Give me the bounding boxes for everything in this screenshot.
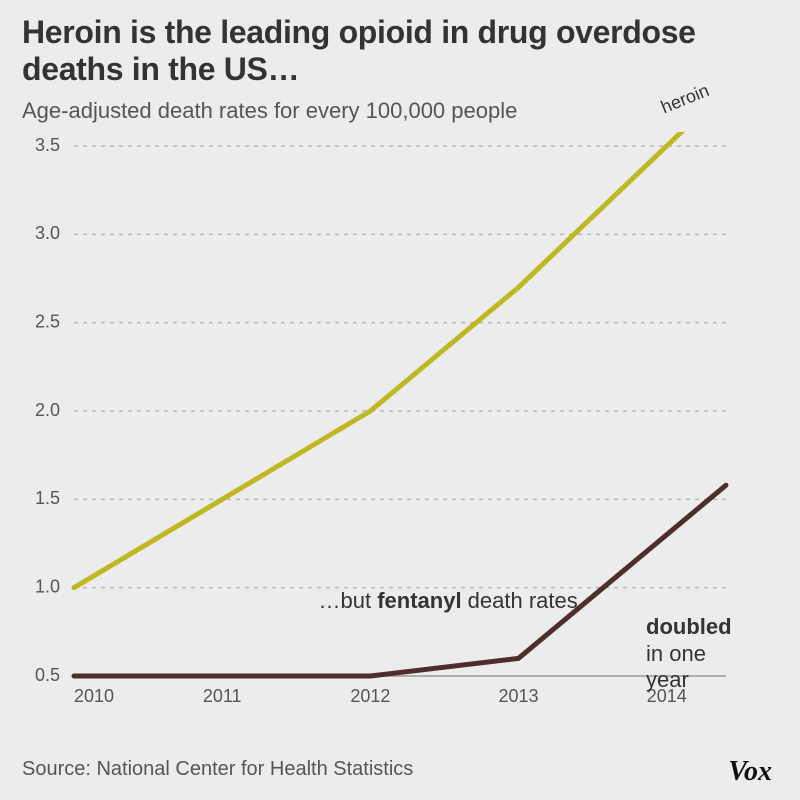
x-tick-label: 2011 — [203, 686, 242, 706]
y-tick-label: 3.5 — [35, 135, 60, 155]
series-heroin — [74, 132, 726, 588]
anno-line-1: …but fentanyl death rates — [319, 588, 732, 614]
y-tick-label: 3.0 — [35, 223, 60, 243]
anno-line-3: in one — [646, 641, 732, 667]
chart-subtitle: Age-adjusted death rates for every 100,0… — [22, 98, 517, 124]
y-tick-label: 1.0 — [35, 576, 60, 596]
y-tick-label: 0.5 — [35, 665, 60, 685]
anno-line-2: doubled — [646, 614, 732, 640]
fentanyl-annotation: …but fentanyl death rates doubled in one… — [319, 588, 732, 694]
x-tick-label: 2010 — [74, 686, 114, 706]
chart-card: Heroin is the leading opioid in drug ove… — [0, 0, 800, 800]
page-title: Heroin is the leading opioid in drug ove… — [22, 14, 770, 88]
anno-line-4: year — [646, 667, 732, 693]
brand-logo: Vox — [728, 756, 772, 788]
line-chart: 0.51.01.52.02.53.03.52010201120122013201… — [22, 132, 778, 712]
y-tick-label: 2.5 — [35, 311, 60, 331]
y-tick-label: 1.5 — [35, 488, 60, 508]
source-line: Source: National Center for Health Stati… — [22, 758, 413, 781]
y-tick-label: 2.0 — [35, 400, 60, 420]
